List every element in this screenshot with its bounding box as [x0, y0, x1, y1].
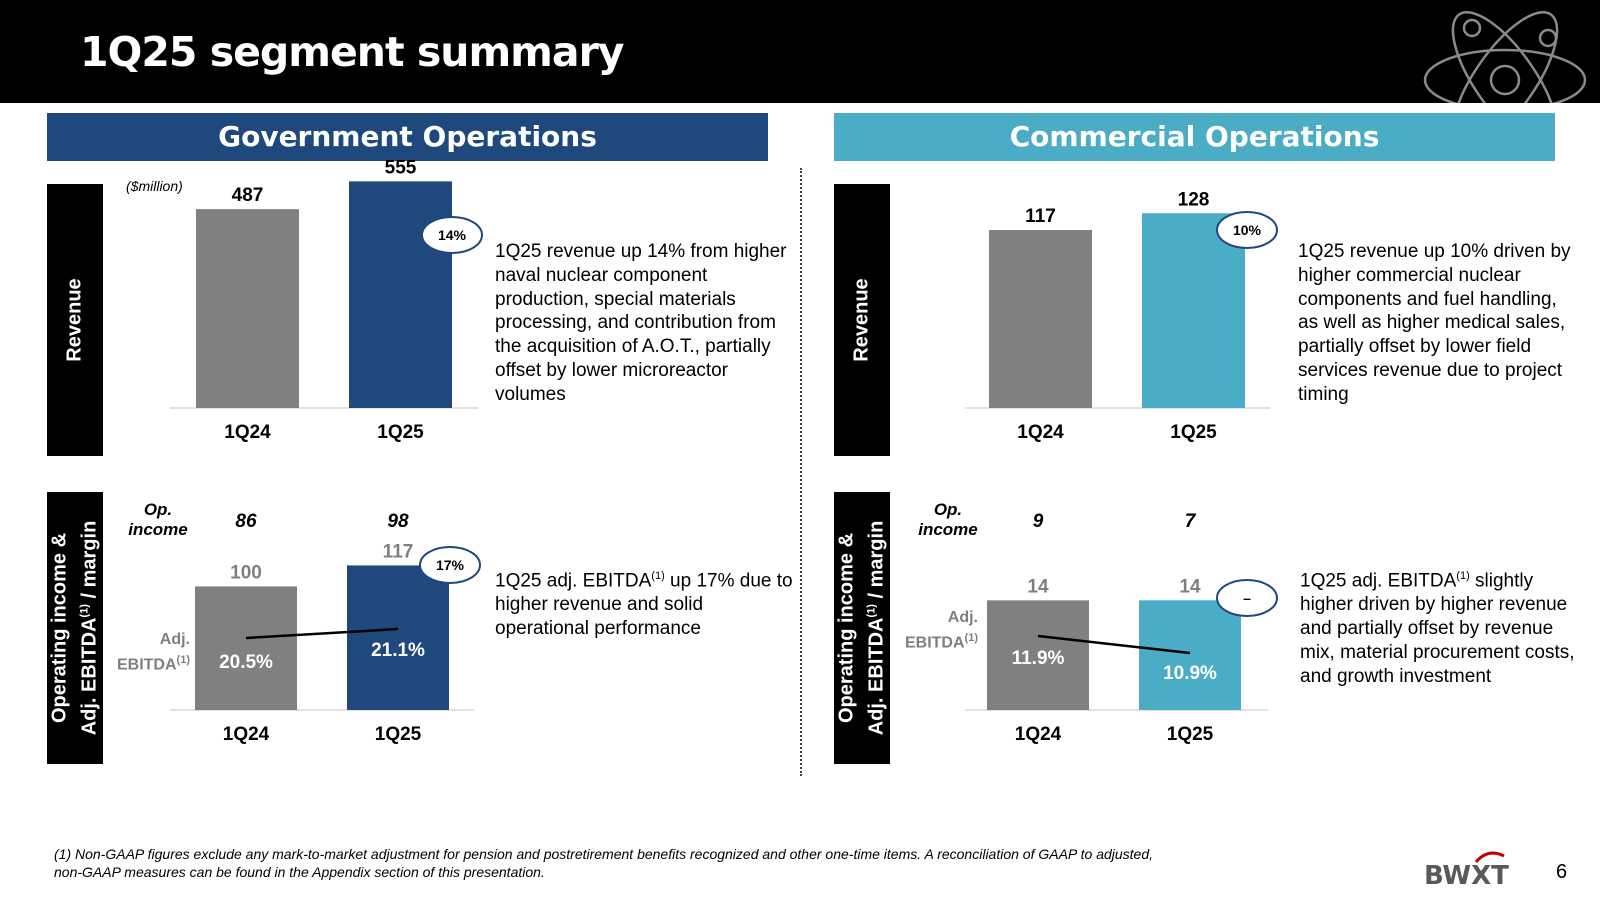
com-ops-banner: Commercial Operations — [834, 113, 1555, 161]
x-tick-label: 1Q25 — [375, 724, 422, 745]
op-income-value: 98 — [387, 511, 409, 532]
bar-value-label: 487 — [232, 185, 264, 206]
com-revenue-side-label: Revenue — [834, 184, 890, 456]
margin-label: 21.1% — [371, 640, 425, 661]
page-title: 1Q25 segment summary — [80, 28, 625, 76]
growth-badge-label: 17% — [436, 557, 465, 573]
bar-1q25 — [347, 565, 449, 710]
gov-op-income-label: Op. income — [128, 500, 188, 539]
margin-label: 10.9% — [1163, 663, 1217, 684]
bar-value-label: 100 — [230, 562, 262, 583]
bar-value-label: 14 — [1179, 576, 1201, 597]
x-tick-label: 1Q25 — [1170, 422, 1217, 443]
gov-ebitda-comment: 1Q25 adj. EBITDA(1) up 17% due to higher… — [495, 570, 793, 639]
com-ebitda-comment: 1Q25 adj. EBITDA(1) slightly higher driv… — [1300, 570, 1575, 687]
header-bar: 1Q25 segment summary — [0, 0, 1600, 103]
margin-trend-line — [1037, 634, 1191, 655]
growth-badge — [1216, 579, 1278, 617]
x-tick-label: 1Q24 — [223, 724, 270, 745]
com-adj-ebitda-label: Adj. EBITDA(1) — [904, 609, 978, 652]
growth-badge — [419, 546, 481, 584]
footnote: (1) Non-GAAP figures exclude any mark-to… — [54, 846, 1154, 880]
unit-note: ($million) — [126, 178, 183, 194]
bar-value-label: 117 — [383, 541, 414, 562]
gov-opinc-side-label: Operating income & Adj. EBITDA(1) / marg… — [47, 492, 103, 764]
op-income-value: 86 — [235, 511, 257, 532]
page-number: 6 — [1556, 861, 1568, 883]
x-tick-label: 1Q24 — [224, 422, 271, 443]
op-income-value: 7 — [1185, 511, 1197, 532]
bar-value-label: 117 — [1025, 206, 1056, 227]
growth-badge-label: 10% — [1233, 222, 1262, 238]
com-opinc-side-label: Operating income & Adj. EBITDA(1) / marg… — [834, 492, 890, 764]
bar-1q25 — [1142, 213, 1245, 408]
bwxt-logo: BWXT — [1424, 851, 1509, 890]
margin-trend-line — [245, 627, 399, 640]
bar-value-label: 555 — [385, 157, 417, 178]
growth-badge — [421, 216, 483, 254]
com-op-income-label: Op. income — [918, 500, 978, 539]
svg-text:BWXT: BWXT — [1424, 861, 1509, 890]
bar-1q25 — [1139, 600, 1241, 710]
bar-1q24 — [196, 209, 299, 408]
bar-1q24 — [195, 586, 297, 710]
x-tick-label: 1Q24 — [1015, 724, 1062, 745]
growth-badge-label: 14% — [438, 227, 467, 243]
section-divider — [800, 168, 802, 776]
growth-badge — [1216, 211, 1278, 249]
bar-value-label: 128 — [1178, 189, 1210, 210]
x-tick-label: 1Q25 — [1167, 724, 1214, 745]
x-tick-label: 1Q24 — [1017, 422, 1064, 443]
op-income-value: 9 — [1033, 511, 1044, 532]
gov-ops-banner: Government Operations — [47, 113, 768, 161]
bar-1q24 — [989, 229, 1092, 408]
bar-1q25 — [349, 181, 452, 408]
atom-icon — [1423, 10, 1587, 103]
margin-label: 11.9% — [1012, 648, 1065, 669]
com-revenue-comment: 1Q25 revenue up 10% driven by higher com… — [1298, 241, 1571, 405]
growth-badge-label: – — [1243, 590, 1251, 606]
bar-value-label: 14 — [1027, 576, 1049, 597]
gov-revenue-comment: 1Q25 revenue up 14% from higher naval nu… — [495, 241, 787, 405]
bar-1q24 — [987, 600, 1089, 710]
gov-revenue-side-label: Revenue — [47, 184, 103, 456]
margin-label: 20.5% — [219, 652, 273, 673]
gov-adj-ebitda-label: Adj. EBITDA(1) — [116, 631, 190, 674]
x-tick-label: 1Q25 — [377, 422, 424, 443]
